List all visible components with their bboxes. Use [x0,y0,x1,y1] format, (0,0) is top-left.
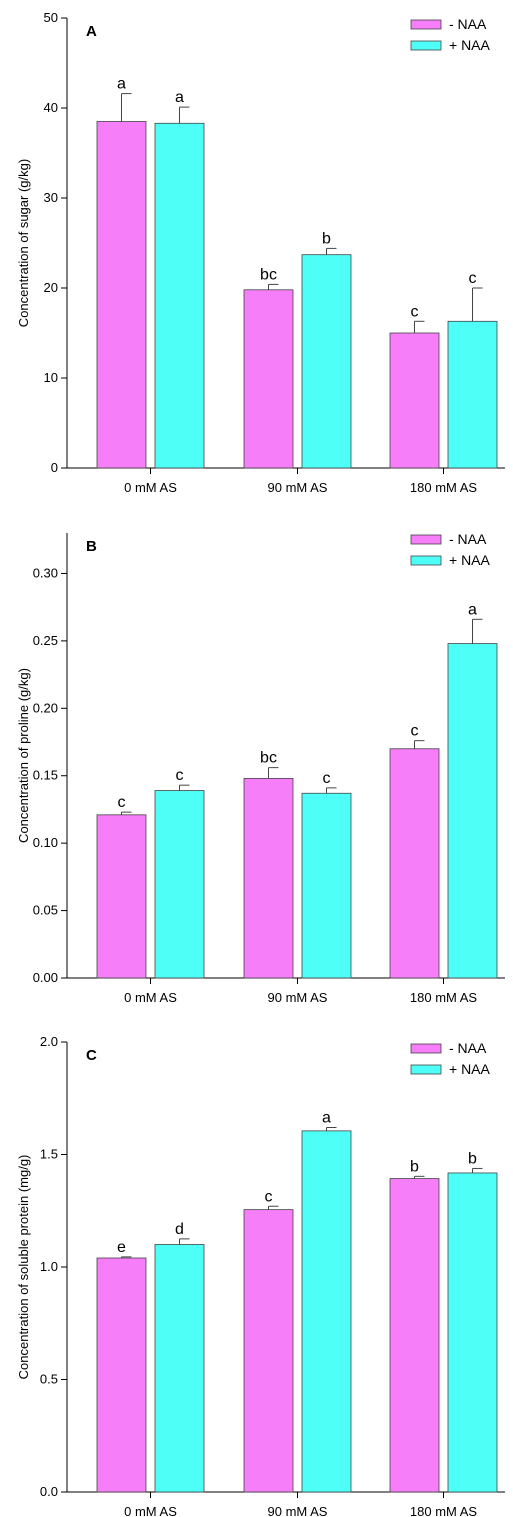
significance-letter: e [117,1239,126,1256]
panel-label: B [86,538,97,555]
chart-panel-a: 0 10 20 30 40 50 a bc c a b c 0 mM AS 90 mM AS 180 mM … [0,0,513,500]
y-tick-label: 1.0 [40,1259,58,1274]
legend-label-plus-naa: + NAA [449,37,491,53]
legend-swatch-plus-naa [410,555,442,566]
legend-swatch-minus-naa [410,534,442,545]
y-tick-label: 2.0 [40,1034,58,1049]
legend-swatch-minus-naa [410,19,442,30]
legend-label-minus-naa: - NAA [449,1040,487,1056]
significance-letter: c [265,1188,273,1205]
y-tick-label: 0.00 [33,970,58,985]
bar-a-minus-naa-180-mm-as [389,332,440,469]
y-tick-label: 0.25 [33,633,58,648]
bar-c-plus-naa-90-mm-as [301,1130,352,1493]
panel-label: C [86,1047,97,1064]
significance-letter: a [117,76,126,93]
bar-b-plus-naa-0-mm-as [154,790,205,979]
x-tick-label: 90 mM AS [268,480,328,495]
y-tick-label: 0.5 [40,1372,58,1387]
y-tick-label: 40 [44,100,58,115]
y-tick-label: 0.15 [33,768,58,783]
significance-letter: a [175,89,184,106]
x-tick-label: 180 mM AS [410,990,478,1005]
y-tick-label: 0.10 [33,835,58,850]
y-tick-label: 0 [51,460,58,475]
significance-letter: c [411,723,419,740]
x-tick-label: 90 mM AS [268,990,328,1005]
legend-label-minus-naa: - NAA [449,16,487,32]
chart-svg-b: 0.00 0.05 0.10 0.15 0.20 0.25 0.30 c bc c c c a 0 mM … [16,531,505,1005]
significance-letter: bc [260,750,277,767]
x-tick-label: 180 mM AS [410,1504,478,1517]
y-tick-label: 0.30 [33,565,58,580]
bar-c-plus-naa-0-mm-as [154,1244,205,1493]
legend-label-minus-naa: - NAA [449,531,487,547]
significance-letter: a [468,601,477,618]
bar-b-plus-naa-90-mm-as [301,792,352,979]
bar-b-minus-naa-90-mm-as [243,778,294,979]
significance-letter: c [323,770,331,787]
bar-c-minus-naa-0-mm-as [96,1257,147,1493]
x-tick-label: 90 mM AS [268,1504,328,1517]
chart-svg-c: 0.0 0.5 1.0 1.5 2.0 e c b d a b 0 mM AS 90 mM AS 180 … [16,1034,505,1517]
y-axis-title: Concentration of soluble protein (mg/g) [16,1155,31,1380]
bar-b-minus-naa-180-mm-as [389,748,440,979]
y-tick-label: 0.0 [40,1484,58,1499]
x-tick-label: 180 mM AS [410,480,478,495]
significance-letter: c [176,767,184,784]
y-tick-label: 50 [44,10,58,25]
legend-label-plus-naa: + NAA [449,1061,491,1077]
significance-letter: c [469,270,477,287]
bar-b-minus-naa-0-mm-as [96,814,147,979]
bar-b-plus-naa-180-mm-as [447,643,498,979]
panel-label: A [86,23,97,40]
bar-c-minus-naa-180-mm-as [389,1178,440,1493]
bar-a-minus-naa-0-mm-as [96,121,147,469]
bar-c-minus-naa-90-mm-as [243,1209,294,1493]
significance-letter: a [322,1110,331,1127]
legend-label-plus-naa: + NAA [449,552,491,568]
significance-letter: b [322,230,331,247]
legend-swatch-plus-naa [410,40,442,51]
significance-letter: c [411,303,419,320]
significance-letter: bc [260,266,277,283]
y-tick-label: 20 [44,280,58,295]
chart-panel-b: 0.00 0.05 0.10 0.15 0.20 0.25 0.30 c bc c c c a 0 mM … [0,505,513,1005]
y-tick-label: 0.05 [33,903,58,918]
y-tick-label: 10 [44,370,58,385]
bar-a-minus-naa-90-mm-as [243,289,294,469]
significance-letter: b [468,1150,477,1167]
y-axis-title: Concentration of proline (g/kg) [16,668,31,843]
y-tick-label: 1.5 [40,1147,58,1162]
bar-a-plus-naa-180-mm-as [447,320,498,469]
significance-letter: c [118,794,126,811]
bar-a-plus-naa-0-mm-as [154,122,205,469]
x-tick-label: 0 mM AS [124,480,177,495]
significance-letter: b [410,1158,419,1175]
legend-swatch-minus-naa [410,1043,442,1054]
significance-letter: d [175,1221,184,1238]
y-tick-label: 0.20 [33,700,58,715]
bar-a-plus-naa-90-mm-as [301,254,352,469]
y-axis-title: Concentration of sugar (g/kg) [16,159,31,327]
x-tick-label: 0 mM AS [124,990,177,1005]
x-tick-label: 0 mM AS [124,1504,177,1517]
bar-c-plus-naa-180-mm-as [447,1172,498,1493]
chart-panel-c: 0.0 0.5 1.0 1.5 2.0 e c b d a b 0 mM AS 90 mM AS 180 … [0,1010,513,1517]
legend-swatch-plus-naa [410,1064,442,1075]
y-tick-label: 30 [44,190,58,205]
